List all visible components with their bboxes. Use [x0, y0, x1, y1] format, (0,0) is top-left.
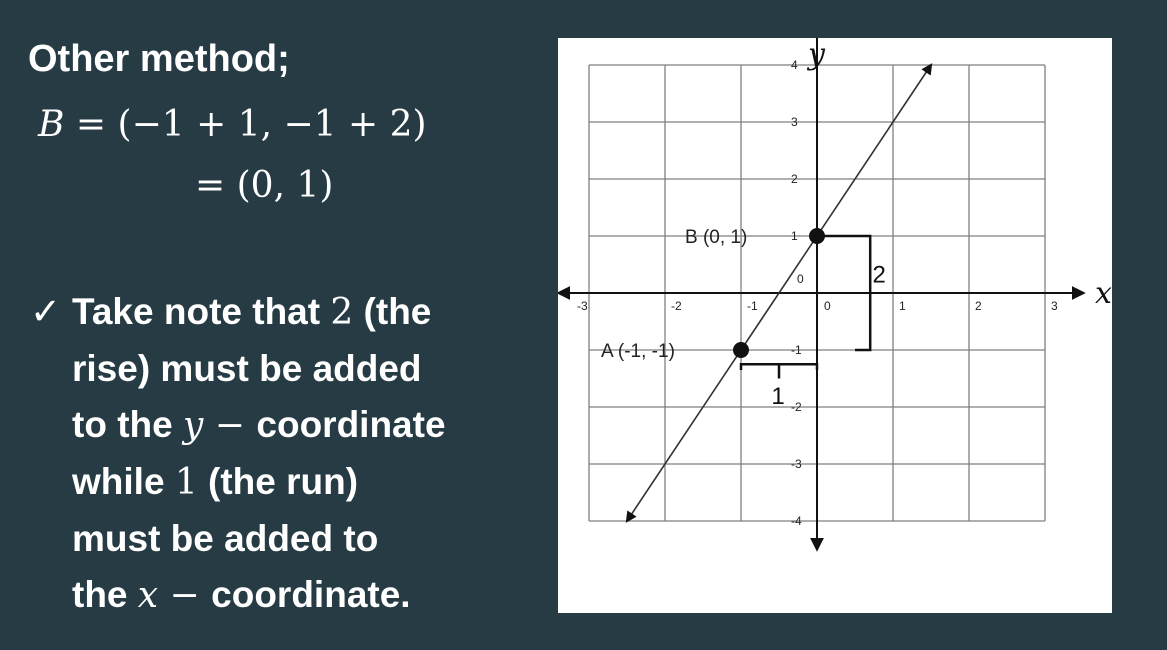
- note-text: while: [72, 461, 175, 502]
- note-text: (the: [353, 291, 432, 332]
- note-line-4: while 1 (the run): [30, 454, 446, 511]
- y-tick-label: 2: [791, 172, 798, 186]
- equation-line-2: = (0, 1): [195, 165, 333, 206]
- x-axis-title: x: [1095, 276, 1112, 311]
- x-tick-label: 3: [1051, 299, 1058, 313]
- note-variable: y: [182, 405, 204, 446]
- rise-run-brackets: 21: [739, 234, 886, 410]
- y-tick-label: 1: [791, 229, 798, 243]
- slide-heading: Other method;: [28, 38, 290, 80]
- point-b: [809, 228, 825, 244]
- note-text: (the run): [197, 461, 359, 502]
- equation-result: (0, 1): [236, 165, 334, 206]
- y-tick-label: 3: [791, 115, 798, 129]
- equation-lhs: B: [38, 104, 65, 145]
- x-tick-label: -1: [747, 299, 758, 313]
- x-tick-label: 0: [824, 299, 831, 313]
- x-tick-label: 2: [975, 299, 982, 313]
- y-tick-label: -1: [791, 343, 802, 357]
- y-tick-label: -3: [791, 457, 802, 471]
- y-tick-label: -4: [791, 514, 802, 528]
- plotted-line: [625, 63, 933, 523]
- x-tick-label: -3: [577, 299, 588, 313]
- note-number: 1: [174, 462, 198, 503]
- check-icon: ✓: [30, 291, 62, 332]
- note-text: Take note that: [72, 291, 331, 332]
- note-line-3: to the y − coordinate: [30, 397, 446, 454]
- note-minus: −: [158, 575, 212, 616]
- point-a: [733, 342, 749, 358]
- y-tick-label: 4: [791, 58, 798, 72]
- equation-line-1: B = (−1 + 1, −1 + 2): [38, 104, 427, 145]
- note-number: 2: [330, 292, 354, 333]
- x-tick-label: 1: [899, 299, 906, 313]
- rise-label: 2: [872, 262, 885, 289]
- rise-bracket: [817, 234, 872, 352]
- point-label-b: B (0, 1): [685, 227, 747, 248]
- axes: xy: [558, 38, 1112, 552]
- equation-rhs: (−1 + 1, −1 + 2): [117, 104, 427, 145]
- point-label-a: A (-1, -1): [601, 341, 675, 362]
- note-text: the: [72, 574, 138, 615]
- note-minus: −: [203, 405, 257, 446]
- note-text: coordinate: [256, 404, 446, 445]
- note-line-5: must be added to: [72, 518, 379, 559]
- note-bullet: ✓ Take note that 2 (the rise) must be ad…: [30, 284, 446, 624]
- y-tick-label: -2: [791, 400, 802, 414]
- note-line-1: Take note that 2 (the: [30, 284, 446, 341]
- equation-equals: =: [75, 104, 107, 145]
- note-variable: x: [137, 575, 159, 616]
- note-line-6: the x − coordinate.: [30, 567, 446, 624]
- y-tick-label: 0: [797, 272, 804, 286]
- equation-equals: =: [195, 165, 226, 206]
- note-text: coordinate.: [211, 574, 411, 615]
- plotted-points: A (-1, -1) B (0, 1): [601, 227, 825, 362]
- note-text: to the: [72, 404, 183, 445]
- x-tick-label: -2: [671, 299, 682, 313]
- note-line-2: rise) must be added: [72, 348, 422, 389]
- run-label: 1: [771, 383, 784, 410]
- y-axis-title: y: [806, 38, 826, 72]
- plotted-line-segment: [625, 63, 933, 523]
